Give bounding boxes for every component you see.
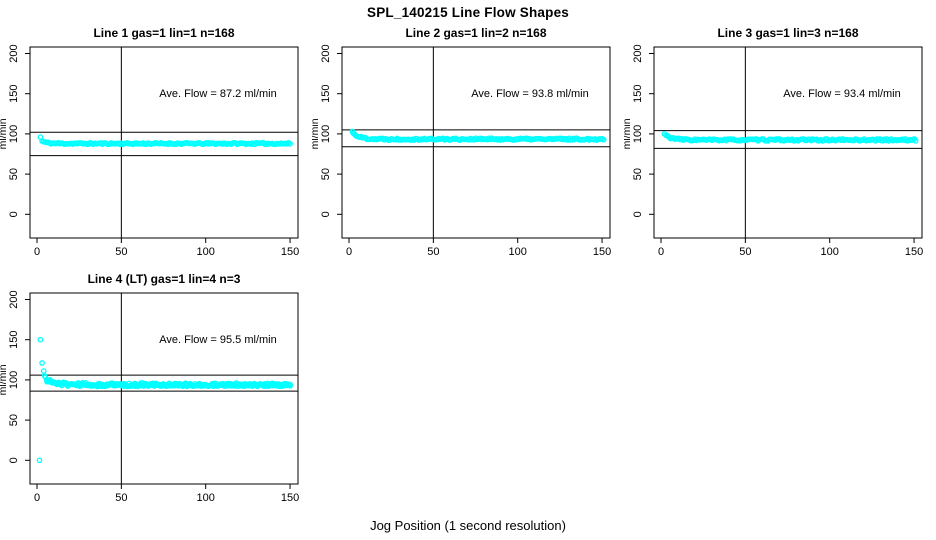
panel-plot-line-3: Line 3 gas=1 lin=3 n=168 0 50 100 150 0 50 100 1… bbox=[621, 26, 923, 258]
data-points bbox=[36, 336, 293, 464]
y-tick-label: 50 bbox=[8, 168, 20, 180]
y-tick-label: 100 bbox=[320, 125, 332, 143]
x-axis-global-label: Jog Position (1 second resolution) bbox=[370, 518, 566, 533]
ave-flow-annotation: Ave. Flow = 95.5 ml/min bbox=[159, 334, 276, 346]
ave-flow-annotation: Ave. Flow = 87.2 ml/min bbox=[159, 88, 276, 100]
ave-flow-annotation: Ave. Flow = 93.8 ml/min bbox=[471, 88, 588, 100]
plot-box bbox=[653, 46, 923, 239]
x-tick-label: 100 bbox=[509, 246, 527, 258]
y-tick-label: 100 bbox=[8, 371, 20, 389]
panel-plot-line-1: Line 1 gas=1 lin=1 n=168 0 50 100 150 0 50 100 1… bbox=[0, 26, 299, 258]
y-tick-label: 200 bbox=[320, 44, 332, 62]
y-tick-label: 150 bbox=[632, 85, 644, 103]
y-tick-label: 200 bbox=[8, 44, 20, 62]
y-tick-label: 0 bbox=[8, 457, 20, 463]
y-tick-label: 0 bbox=[632, 211, 644, 217]
y-tick-label: 50 bbox=[8, 414, 20, 426]
panel-plot-line-2: Line 2 gas=1 lin=2 n=168 0 50 100 150 0 50 100 1… bbox=[309, 26, 611, 258]
panel-title: Line 4 (LT) gas=1 lin=4 n=3 bbox=[88, 272, 241, 286]
y-tick-label: 150 bbox=[8, 85, 20, 103]
ave-flow-annotation: Ave. Flow = 93.4 ml/min bbox=[783, 88, 900, 100]
y-axis-label: ml/min bbox=[0, 364, 9, 395]
x-tick-label: 100 bbox=[821, 246, 839, 258]
x-tick-label: 100 bbox=[197, 492, 215, 504]
x-tick-label: 150 bbox=[281, 246, 299, 258]
x-tick-label: 50 bbox=[739, 246, 751, 258]
y-tick-label: 100 bbox=[8, 125, 20, 143]
data-point bbox=[912, 138, 919, 144]
data-point bbox=[36, 457, 43, 464]
x-tick-label: 0 bbox=[658, 246, 664, 258]
x-axis: 0 50 100 150 bbox=[34, 484, 299, 504]
figure-title: SPL_140215 Line Flow Shapes bbox=[367, 5, 569, 20]
x-tick-label: 50 bbox=[115, 246, 127, 258]
x-axis: 0 50 100 150 bbox=[658, 238, 923, 258]
data-point bbox=[37, 336, 44, 343]
data-point bbox=[39, 360, 45, 366]
y-tick-label: 0 bbox=[320, 211, 332, 217]
panel-line-4: Line 4 (LT) gas=1 lin=4 n=3 0 50 100 150 0 50 1… bbox=[0, 268, 312, 514]
data-points bbox=[349, 128, 607, 143]
x-tick-label: 150 bbox=[593, 246, 611, 258]
plot-box bbox=[341, 46, 611, 239]
y-axis-label: ml/min bbox=[312, 118, 321, 149]
x-tick-label: 100 bbox=[197, 246, 215, 258]
y-tick-label: 150 bbox=[8, 331, 20, 349]
y-tick-label: 50 bbox=[320, 168, 332, 180]
panel-title: Line 3 gas=1 lin=3 n=168 bbox=[717, 26, 858, 40]
y-tick-label: 200 bbox=[8, 290, 20, 308]
data-points bbox=[661, 131, 919, 144]
plot-box bbox=[29, 46, 299, 239]
y-axis: 0 50 100 150 200 ml/min bbox=[0, 290, 30, 463]
y-tick-label: 100 bbox=[632, 125, 644, 143]
y-axis: 0 50 100 150 200 ml/min bbox=[0, 44, 30, 217]
y-tick-label: 50 bbox=[632, 168, 644, 180]
x-tick-label: 50 bbox=[427, 246, 439, 258]
y-axis-label: ml/min bbox=[624, 118, 633, 149]
x-tick-label: 50 bbox=[115, 492, 127, 504]
data-points bbox=[37, 134, 293, 148]
data-point bbox=[40, 368, 47, 374]
y-tick-label: 0 bbox=[8, 211, 20, 217]
data-point bbox=[600, 136, 607, 143]
panel-line-1: Line 1 gas=1 lin=1 n=168 0 50 100 150 0 50 100 1… bbox=[0, 22, 312, 268]
x-tick-label: 150 bbox=[905, 246, 923, 258]
panel-line-3: Line 3 gas=1 lin=3 n=168 0 50 100 150 0 50 100 1… bbox=[621, 22, 936, 268]
y-tick-label: 200 bbox=[632, 44, 644, 62]
y-axis-label: ml/min bbox=[0, 118, 9, 149]
panel-title: Line 2 gas=1 lin=2 n=168 bbox=[405, 26, 546, 40]
x-tick-label: 0 bbox=[34, 492, 40, 504]
data-point bbox=[287, 381, 293, 388]
panel-line-2: Line 2 gas=1 lin=2 n=168 0 50 100 150 0 50 100 1… bbox=[309, 22, 624, 268]
plot-box bbox=[29, 292, 299, 485]
x-tick-label: 0 bbox=[34, 246, 40, 258]
data-point bbox=[287, 141, 293, 147]
y-tick-label: 150 bbox=[320, 85, 332, 103]
x-tick-label: 150 bbox=[281, 492, 299, 504]
x-tick-label: 0 bbox=[346, 246, 352, 258]
panel-title: Line 1 gas=1 lin=1 n=168 bbox=[93, 26, 234, 40]
y-axis: 0 50 100 150 200 ml/min bbox=[309, 44, 342, 217]
y-axis: 0 50 100 150 200 ml/min bbox=[621, 44, 654, 217]
x-axis: 0 50 100 150 bbox=[34, 238, 299, 258]
x-axis: 0 50 100 150 bbox=[346, 238, 611, 258]
panel-plot-line-4: Line 4 (LT) gas=1 lin=4 n=3 0 50 100 150 0 50 1… bbox=[0, 272, 299, 504]
